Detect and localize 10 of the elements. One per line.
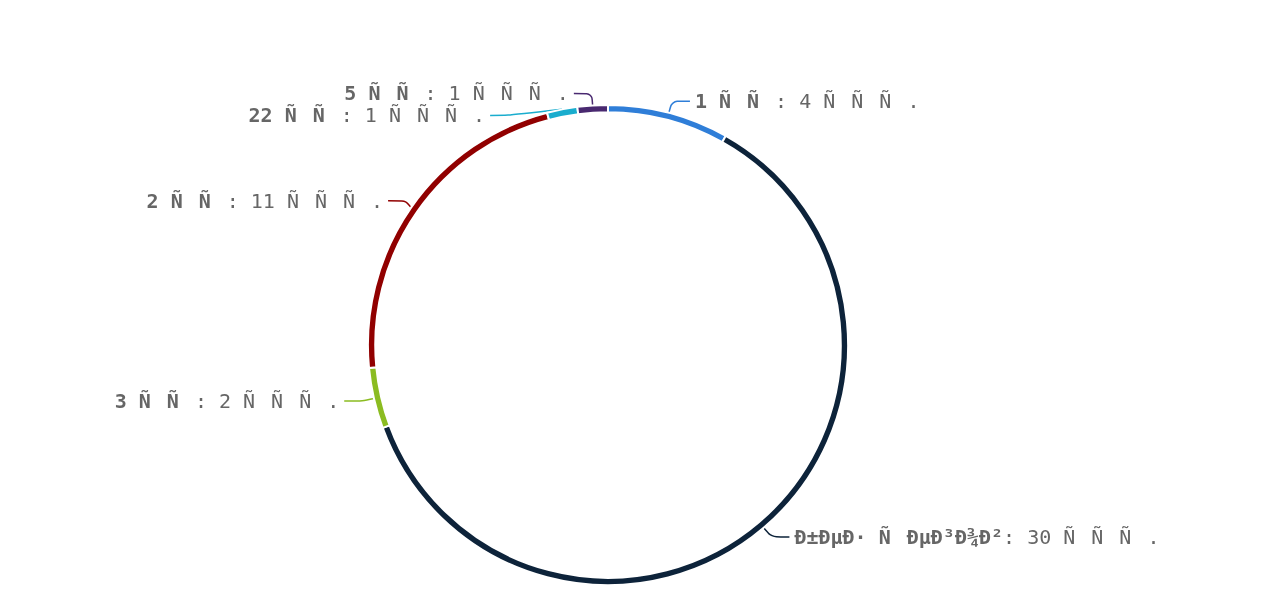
data-label: : 4 ÑÑÑ. [775,89,920,114]
data-label: : 11 ÑÑÑ. [226,188,384,213]
slice-label: 22 ÑÑ [248,103,341,128]
data-label: : 30 ÑÑÑ. [1003,524,1160,549]
data-label: : 1 ÑÑÑ. [340,103,486,128]
data-label: : 2 ÑÑÑ. [194,389,340,414]
slice-label: 1 ÑÑ [694,89,776,114]
slice-label: 2 ÑÑ [146,188,227,213]
slice-label: 3 ÑÑ [114,389,195,414]
slice-label: Ð±ÐµÐ· ÑÐµÐ³Ð¾Ð² [794,524,1004,549]
